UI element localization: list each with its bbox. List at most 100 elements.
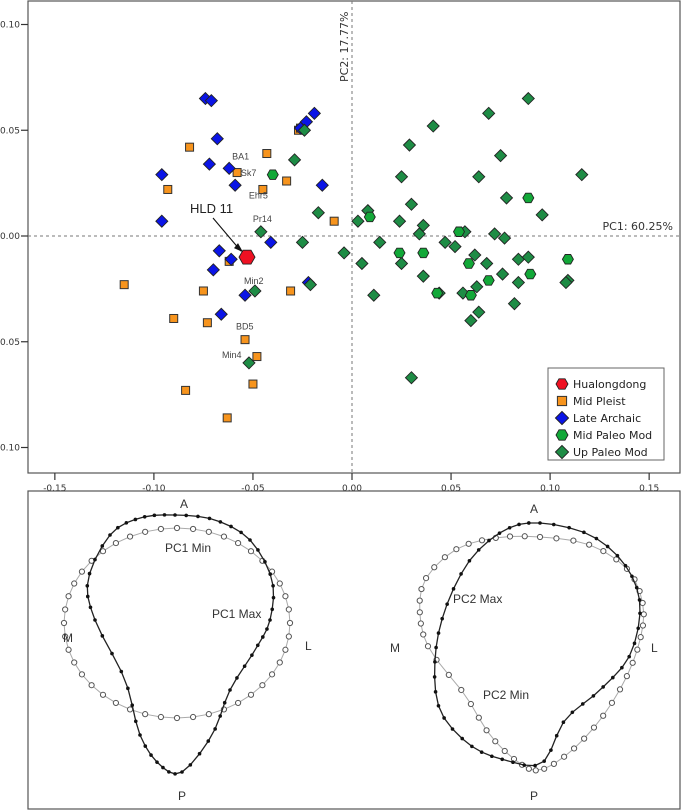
scatter-point-labels: BA1 Sk7 Ehr5 Pr14 Min2 BD5 Min4 HLD 11 [190, 152, 272, 360]
pc1-max-landmark [88, 605, 93, 610]
pc1-min-landmark [205, 528, 212, 535]
pc1-min-landmark [157, 713, 165, 721]
point-label: BA1 [232, 152, 249, 162]
legend-marker-late-archaic [554, 410, 570, 426]
pc1-max-landmark [173, 513, 177, 517]
x-tick-label: 0.05 [441, 484, 461, 494]
point-up-paleo-mod [287, 153, 302, 167]
pc1-max-landmark [155, 760, 159, 764]
pc2-min-landmark [483, 727, 490, 734]
pc2-max-landmark [436, 631, 441, 635]
pc1-max-landmark [255, 643, 260, 648]
legend-label-mid-paleo-mod: Mid Paleo Mod [573, 429, 652, 442]
pc1-min-landmark [286, 619, 294, 627]
pc2-max-landmark [479, 750, 484, 754]
pc1-min-landmark [112, 539, 120, 547]
pc1-min-landmark [142, 711, 149, 718]
pc2-max-landmark [497, 531, 502, 535]
pc2-max-landmark [459, 572, 463, 576]
point-up-paleo-mod [495, 267, 510, 281]
legend-marker-mid-pleist [556, 395, 568, 407]
pc2-max-landmark [580, 702, 585, 706]
pc2-min-landmark [581, 735, 588, 742]
pc2-min-landmark [600, 548, 607, 555]
landmark-label-a: A [530, 502, 538, 516]
point-mid-paleo-mod [266, 169, 279, 180]
pc2-min-landmark [465, 540, 472, 547]
point-mid-pleist [286, 286, 296, 296]
pc1-max-landmark [265, 627, 269, 631]
hld11-annotation: HLD 11 [190, 201, 233, 216]
pc1-max-landmark [138, 733, 142, 737]
pc1-max-landmark [271, 595, 276, 600]
x-tick-label: 0.00 [342, 484, 362, 494]
pc1-min-landmark [142, 528, 149, 535]
point-up-paleo-mod [426, 119, 440, 133]
point-label: Pr14 [253, 214, 272, 224]
pc1-max-landmark [196, 514, 200, 519]
pc2-max-landmark [551, 522, 556, 527]
point-up-paleo-mod [355, 256, 369, 271]
pc2-min-landmark [422, 575, 430, 582]
point-mid-pleist [185, 142, 195, 152]
y-axis-title: PC2: 17.77% [338, 12, 351, 82]
pc2-min-landmark [475, 714, 482, 721]
point-up-paleo-mod [511, 275, 526, 290]
pc1-max-landmark [213, 727, 217, 731]
pc1-max-landmark [116, 525, 120, 530]
point-late-archaic [238, 288, 252, 302]
point-late-archaic [202, 157, 217, 171]
pc2-min-landmark [616, 686, 624, 693]
y-tick-label: 0.00 [0, 232, 20, 242]
pc2-max-landmark [487, 538, 491, 543]
point-up-paleo-mod [438, 235, 452, 249]
point-late-archaic [224, 252, 238, 266]
point-up-paleo-mod [499, 191, 514, 205]
landmark-label-p: P [530, 789, 538, 803]
pc1-max-landmark [206, 739, 211, 743]
point-late-archaic [315, 178, 329, 192]
point-mid-paleo-mod [452, 226, 466, 237]
landmark-label-l: L [305, 639, 312, 653]
pc1-min-landmark [189, 713, 197, 721]
pc1-max-landmark [142, 514, 147, 519]
pc1-max-landmark [268, 618, 272, 622]
point-late-archaic [307, 106, 321, 120]
pc1-min-landmark [234, 539, 242, 547]
point-late-archaic [228, 178, 242, 192]
pc2-max-landmark [591, 694, 596, 698]
pc2-min-landmark [521, 533, 528, 540]
pc2-min-landmark [600, 712, 607, 719]
pc2-max-landmark [634, 585, 639, 590]
point-mid-pleist [262, 149, 272, 159]
point-up-paleo-mod [311, 206, 325, 220]
pc1-max-landmark [261, 635, 265, 639]
pc2-max-landmark [433, 690, 438, 694]
pc2-min-landmark [467, 700, 474, 708]
pc2-max-landmark [636, 626, 641, 631]
pc1-min-landmark [268, 671, 276, 678]
x-tick-label: 0.15 [639, 484, 659, 494]
scatter-points [119, 91, 589, 423]
pc2-min-landmark [570, 745, 578, 752]
legend-marker-hualongdong [555, 378, 569, 390]
pc1-max-landmark [110, 651, 114, 656]
shape-outlines: A M L P PC1 Min PC1 Max A M L P PC2 Max PC2 Min [60, 497, 658, 803]
pc2-max-landmark [527, 521, 531, 525]
pc2-min-landmark [586, 541, 593, 548]
legend-marker-mid-paleo-mod [555, 429, 569, 441]
point-up-paleo-mod [472, 170, 486, 184]
pc1-max-landmark [85, 594, 90, 599]
pc2-min-landmark [416, 597, 423, 604]
pc2-min-landmark [445, 671, 452, 678]
pc1-min-landmark [71, 580, 78, 587]
pc1-min-landmark [234, 699, 242, 707]
point-up-paleo-mod [472, 305, 486, 319]
point-up-paleo-mod [248, 284, 262, 298]
point-mid-paleo-mod [482, 275, 495, 286]
pc2-max-label: PC2 Max [453, 592, 502, 606]
pc2-max-landmark [632, 641, 637, 646]
pc1-min-landmark [62, 606, 69, 613]
landmark-label-a: A [180, 497, 188, 511]
